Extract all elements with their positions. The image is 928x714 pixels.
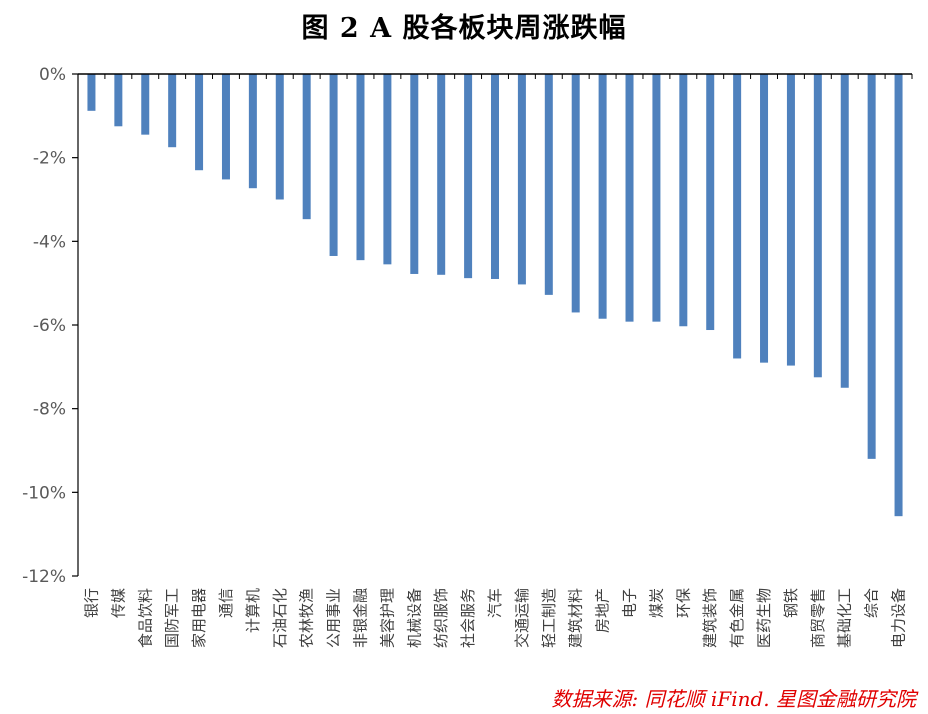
bar [410, 74, 419, 274]
bar [302, 74, 311, 220]
x-tick-label: 电子 [621, 588, 639, 618]
bar [464, 74, 473, 279]
y-tick-label: -6% [33, 316, 66, 336]
y-tick-label: -4% [33, 232, 66, 252]
bar [760, 74, 769, 363]
bar [195, 74, 204, 171]
bar [894, 74, 903, 517]
x-tick-label: 公用事业 [325, 588, 343, 648]
bar [840, 74, 849, 388]
bar [733, 74, 742, 359]
x-tick-label: 汽车 [486, 588, 504, 618]
bar-series [87, 74, 903, 517]
x-tick-label: 轻工制造 [540, 588, 558, 648]
y-tick-label: -2% [33, 149, 66, 169]
bar [491, 74, 499, 279]
x-tick-label: 环保 [674, 588, 692, 618]
x-tick-label: 电力设备 [890, 588, 908, 648]
bar [679, 74, 688, 327]
x-tick-label: 建筑装饰 [701, 588, 719, 648]
x-tick-label: 家用电器 [190, 588, 208, 648]
x-tick-label: 交通运输 [513, 588, 531, 648]
y-tick-label: 0% [39, 65, 66, 85]
bar [652, 74, 661, 322]
x-tick-label: 煤炭 [647, 588, 665, 618]
bar [329, 74, 338, 256]
bar [571, 74, 580, 313]
x-tick-label: 钢铁 [782, 588, 800, 618]
bar [168, 74, 177, 148]
bar [221, 74, 230, 180]
x-tick-label: 食品饮料 [136, 588, 154, 648]
x-tick-label: 银行 [82, 588, 100, 618]
bar [141, 74, 150, 135]
x-tick-label: 美容护理 [378, 588, 396, 648]
bar [544, 74, 553, 295]
x-tick-label: 通信 [217, 588, 235, 618]
x-tick-label: 非银金融 [351, 588, 369, 648]
source-note: 数据来源: 同花顺 iFind. 星图金融研究院 [551, 687, 916, 711]
x-tick-label: 传媒 [109, 588, 127, 618]
bar [383, 74, 392, 265]
bar [706, 74, 715, 331]
bar [625, 74, 634, 322]
x-tick-label: 国防军工 [163, 588, 181, 648]
x-tick-label: 医药生物 [755, 588, 773, 648]
bar [786, 74, 795, 366]
x-tick-label: 机械设备 [405, 588, 423, 648]
x-tick-label: 计算机 [244, 588, 262, 633]
bar [356, 74, 365, 261]
x-tick-label: 房地产 [594, 588, 612, 633]
x-tick-label: 社会服务 [459, 588, 477, 648]
y-tick-label: -12% [22, 567, 66, 587]
x-tick-label: 有色金属 [728, 588, 746, 648]
x-tick-label: 综合 [863, 588, 881, 618]
bar [598, 74, 607, 319]
x-tick-label: 基础化工 [836, 588, 854, 648]
bar [813, 74, 822, 378]
bar [867, 74, 876, 459]
x-tick-label: 纺织服饰 [432, 588, 450, 648]
bar [114, 74, 123, 127]
x-tick-label: 建筑材料 [567, 588, 585, 648]
x-tick-label: 商贸零售 [809, 588, 827, 648]
category-labels: 银行 传媒 食品饮料 国防军工 家用电器 通信 计算机 石油石化 农林牧渔 公用事业 非银金融 美容护… [82, 588, 907, 648]
y-tick-label: -8% [33, 400, 66, 420]
y-tick-label: -10% [22, 483, 66, 503]
bar [437, 74, 446, 275]
x-tick-label: 农林牧渔 [298, 588, 316, 648]
chart-title: 图 2 A 股各板块周涨跌幅 [301, 13, 627, 44]
bar [517, 74, 526, 285]
bar [248, 74, 257, 189]
x-axis [77, 73, 913, 79]
bar [275, 74, 284, 200]
bar [87, 74, 96, 111]
y-axis: 0% -2% -4% -6% -8% -10% -12% [22, 65, 79, 587]
x-tick-label: 石油石化 [271, 588, 289, 648]
